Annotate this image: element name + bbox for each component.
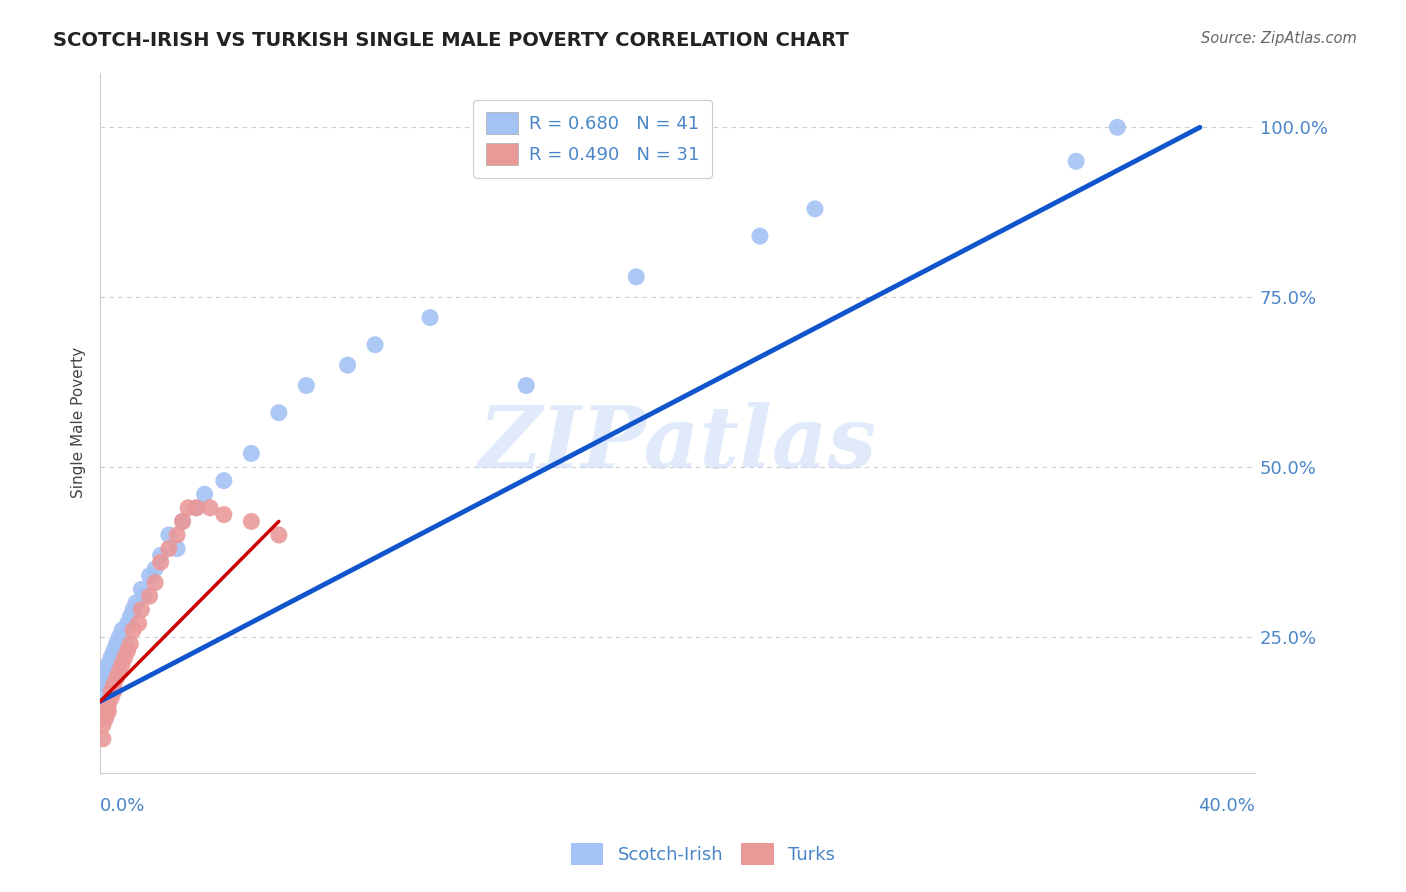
Point <box>105 671 128 685</box>
Point <box>186 500 208 515</box>
Y-axis label: Single Male Poverty: Single Male Poverty <box>72 347 86 499</box>
Point <box>120 609 142 624</box>
Point <box>157 541 180 556</box>
Point <box>364 337 387 351</box>
Point <box>97 657 120 671</box>
Point <box>295 378 318 392</box>
Point <box>166 541 188 556</box>
Point <box>122 623 145 637</box>
Point <box>100 650 122 665</box>
Point <box>111 623 134 637</box>
Point <box>143 575 166 590</box>
Point <box>105 637 128 651</box>
Point <box>1107 120 1129 135</box>
Point <box>108 630 131 644</box>
Point <box>97 698 120 712</box>
Point <box>626 269 648 284</box>
Point <box>100 684 122 698</box>
Text: Source: ZipAtlas.com: Source: ZipAtlas.com <box>1201 31 1357 46</box>
Text: 40.0%: 40.0% <box>1198 797 1256 815</box>
Point <box>149 549 172 563</box>
Point <box>138 568 160 582</box>
Point <box>117 643 139 657</box>
Point <box>267 528 290 542</box>
Point <box>267 406 290 420</box>
Point <box>91 718 114 732</box>
Point <box>108 664 131 678</box>
Point <box>111 657 134 671</box>
Point <box>166 528 188 542</box>
Point <box>114 650 136 665</box>
Point <box>143 562 166 576</box>
Point <box>103 650 125 665</box>
Point <box>134 589 156 603</box>
Point <box>97 664 120 678</box>
Point <box>419 310 441 325</box>
Point <box>103 643 125 657</box>
Point <box>91 684 114 698</box>
Point <box>240 446 263 460</box>
Point <box>186 500 208 515</box>
Point <box>212 474 235 488</box>
Point <box>100 657 122 671</box>
Point <box>336 358 359 372</box>
Point <box>117 616 139 631</box>
Point <box>240 515 263 529</box>
Point <box>172 515 194 529</box>
Point <box>97 705 120 719</box>
Point <box>128 616 150 631</box>
Point <box>157 528 180 542</box>
Point <box>94 677 117 691</box>
Point <box>138 589 160 603</box>
Point <box>749 229 772 244</box>
Point <box>94 705 117 719</box>
Point <box>1064 154 1087 169</box>
Point <box>515 378 537 392</box>
Legend: Scotch-Irish, Turks: Scotch-Irish, Turks <box>564 836 842 872</box>
Legend: R = 0.680   N = 41, R = 0.490   N = 31: R = 0.680 N = 41, R = 0.490 N = 31 <box>472 100 711 178</box>
Point <box>198 500 221 515</box>
Point <box>114 637 136 651</box>
Point <box>91 671 114 685</box>
Point <box>804 202 827 216</box>
Point <box>125 596 148 610</box>
Point <box>91 731 114 746</box>
Text: ZIPatlas: ZIPatlas <box>478 402 876 485</box>
Point <box>94 664 117 678</box>
Point <box>212 508 235 522</box>
Point <box>177 500 200 515</box>
Point <box>172 515 194 529</box>
Text: SCOTCH-IRISH VS TURKISH SINGLE MALE POVERTY CORRELATION CHART: SCOTCH-IRISH VS TURKISH SINGLE MALE POVE… <box>53 31 849 50</box>
Point <box>103 677 125 691</box>
Point <box>194 487 217 501</box>
Point <box>120 637 142 651</box>
Text: 0.0%: 0.0% <box>100 797 145 815</box>
Point <box>100 691 122 706</box>
Point <box>103 684 125 698</box>
Point <box>131 582 153 597</box>
Point <box>149 555 172 569</box>
Point <box>131 603 153 617</box>
Point <box>122 603 145 617</box>
Point <box>94 711 117 725</box>
